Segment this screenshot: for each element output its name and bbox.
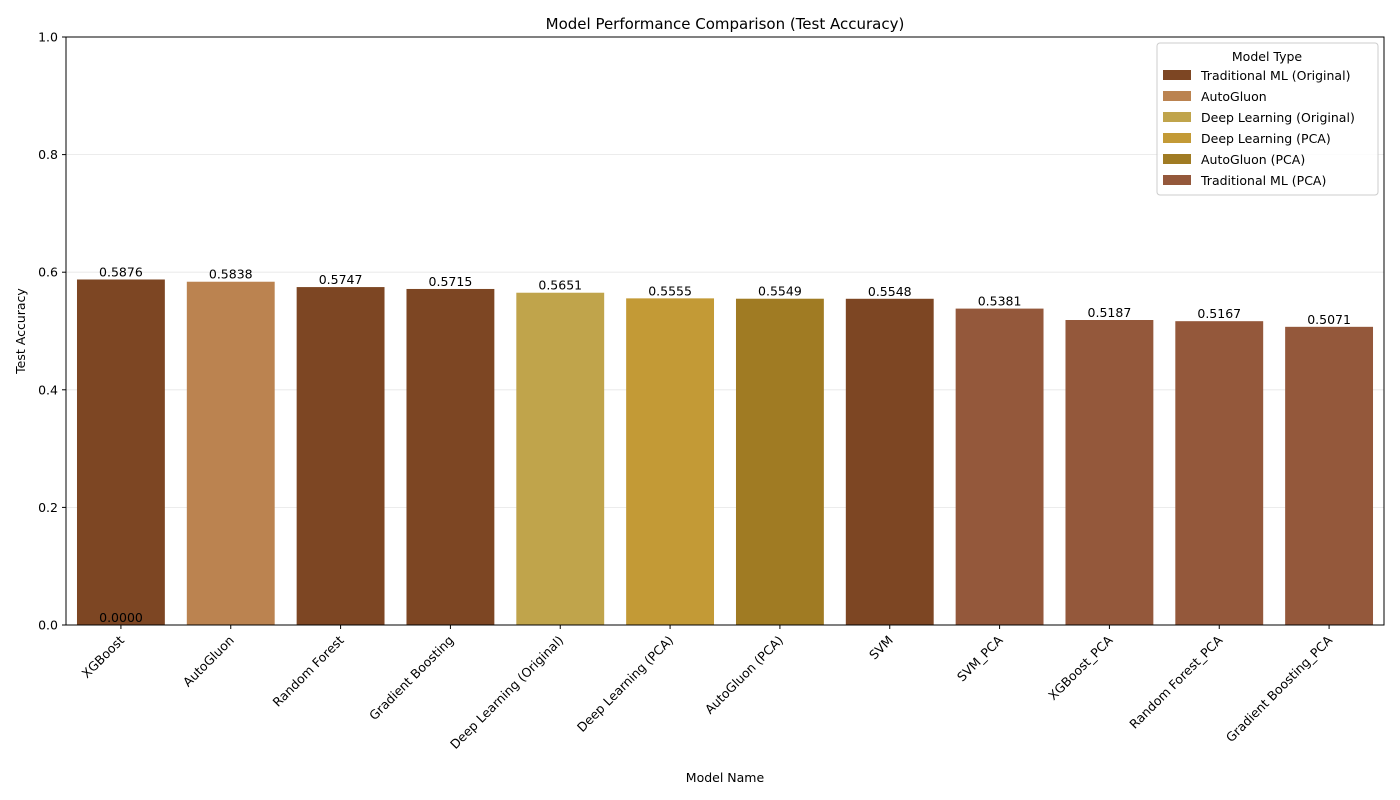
legend: Model Type Traditional ML (Original) Auto… xyxy=(1156,42,1379,196)
bar-value-label: 0.5549 xyxy=(758,284,802,299)
x-tick-label: AutoGluon (PCA) xyxy=(702,633,786,717)
x-tick-label: Random Forest_PCA xyxy=(1126,632,1225,731)
legend-label: Traditional ML (PCA) xyxy=(1200,173,1326,188)
y-tick-label: 0.8 xyxy=(38,147,58,162)
x-tick-label: AutoGluon xyxy=(180,633,237,690)
bar-value-label: 0.5747 xyxy=(319,272,363,287)
bar xyxy=(1285,326,1374,625)
y-tick-label: 0.4 xyxy=(38,382,58,397)
legend-title: Model Type xyxy=(1232,49,1303,64)
y-axis: 0.0 0.2 0.4 0.6 0.8 1.0 xyxy=(38,30,66,633)
y-axis-label: Test Accuracy xyxy=(13,288,28,375)
bar xyxy=(845,298,934,625)
legend-swatch xyxy=(1163,133,1191,143)
x-tick-label: Deep Learning (Original) xyxy=(447,633,566,752)
legend-label: AutoGluon (PCA) xyxy=(1201,152,1305,167)
bar-value-label: 0.5715 xyxy=(429,274,473,289)
y-tick-label: 0.6 xyxy=(38,265,58,280)
bar xyxy=(1065,320,1154,625)
zero-annotation: 0.0000 xyxy=(99,610,143,625)
bar-value-label: 0.5381 xyxy=(978,294,1022,309)
x-tick-label: XGBoost_PCA xyxy=(1045,632,1116,703)
bar-value-label: 0.5838 xyxy=(209,267,253,282)
x-tick-label: Deep Learning (PCA) xyxy=(574,633,676,735)
x-tick-label: XGBoost xyxy=(79,632,128,681)
bar xyxy=(626,298,715,625)
bar-value-label: 0.5167 xyxy=(1197,306,1241,321)
bar xyxy=(735,298,824,625)
bar-value-label: 0.5876 xyxy=(99,264,143,279)
bar xyxy=(1175,321,1264,625)
plot-frame xyxy=(65,36,1385,626)
x-tick-label: SVM_PCA xyxy=(954,632,1006,684)
legend-items: Traditional ML (Original) AutoGluon Deep L… xyxy=(1163,68,1355,188)
legend-swatch xyxy=(1163,175,1191,185)
bar xyxy=(406,288,495,625)
legend-label: Deep Learning (Original) xyxy=(1201,110,1355,125)
x-tick-label: Random Forest xyxy=(270,632,347,709)
y-tick-label: 0.0 xyxy=(38,618,58,633)
x-tick-label: Gradient Boosting_PCA xyxy=(1223,632,1336,745)
y-tick-label: 1.0 xyxy=(38,30,58,45)
bar-value-label: 0.5071 xyxy=(1307,312,1351,327)
value-labels: 0.5876 0.5838 0.5747 0.5715 0.5651 0.5555 0.55… xyxy=(99,264,1351,326)
legend-swatch xyxy=(1163,91,1191,101)
legend-label: Deep Learning (PCA) xyxy=(1201,131,1331,146)
bar-value-label: 0.5548 xyxy=(868,284,912,299)
x-axis: XGBoost AutoGluon Random Forest Gradient Bo… xyxy=(79,625,1336,752)
x-tick-label: SVM xyxy=(866,633,896,663)
legend-swatch xyxy=(1163,70,1191,80)
bars xyxy=(76,279,1374,625)
bar-value-label: 0.5187 xyxy=(1088,305,1132,320)
bar xyxy=(186,281,275,625)
legend-label: AutoGluon xyxy=(1201,89,1267,104)
x-tick-label: Gradient Boosting xyxy=(366,633,457,724)
bar-value-label: 0.5651 xyxy=(538,278,582,293)
bar xyxy=(955,308,1044,625)
chart-title: Model Performance Comparison (Test Accur… xyxy=(546,15,905,33)
x-axis-label: Model Name xyxy=(686,770,765,785)
bar xyxy=(516,292,605,625)
bar xyxy=(296,287,385,625)
legend-label: Traditional ML (Original) xyxy=(1200,68,1350,83)
legend-box xyxy=(1156,42,1379,196)
legend-swatch xyxy=(1163,154,1191,164)
bar xyxy=(76,279,165,625)
bar-value-label: 0.5555 xyxy=(648,283,692,298)
legend-swatch xyxy=(1163,112,1191,122)
y-tick-label: 0.2 xyxy=(38,500,58,515)
